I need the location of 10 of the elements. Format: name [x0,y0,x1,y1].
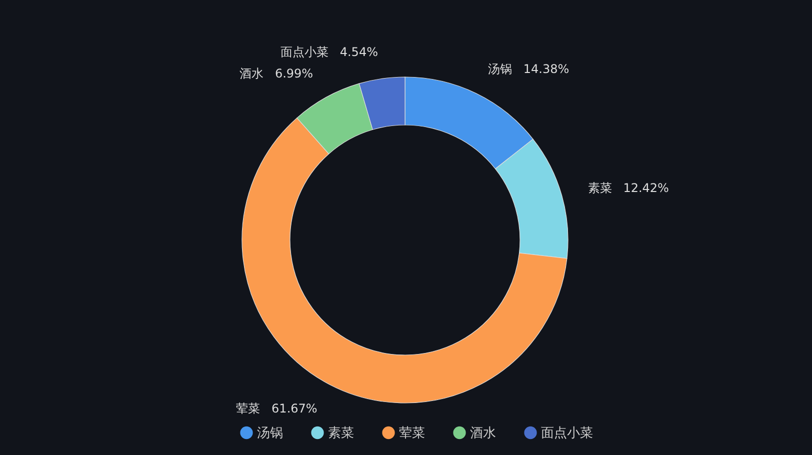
legend-label: 素菜 [328,426,354,441]
category-label: 汤锅 14.38% [488,62,570,76]
legend-label: 面点小菜 [541,426,593,441]
category-label: 荤菜 61.67% [236,402,318,416]
category-label: 素菜 12.42% [588,181,669,196]
legend-label: 酒水 [470,426,496,441]
category-label: 面点小菜 4.54% [280,44,378,59]
legend-label: 荤菜 [399,426,425,441]
category-label: 酒水 6.99% [240,66,314,81]
legend-label: 汤锅 [257,426,283,441]
